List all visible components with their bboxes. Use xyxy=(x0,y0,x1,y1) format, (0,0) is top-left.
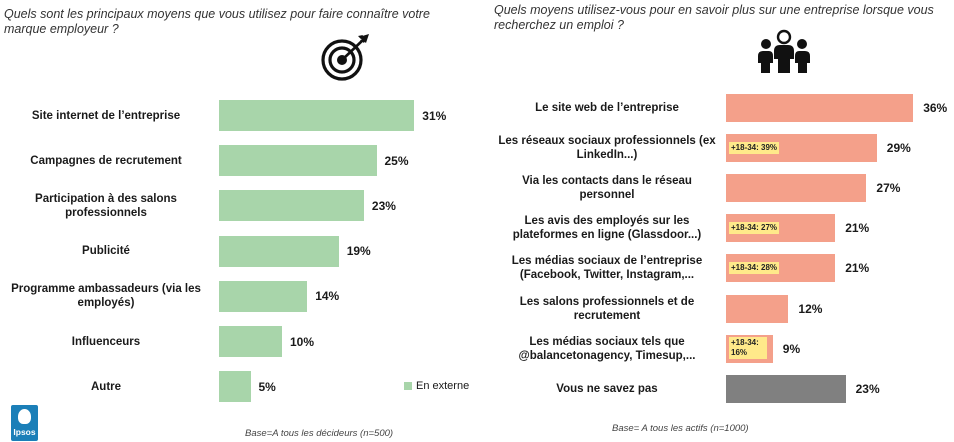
left-question: Quels sont les principaux moyens que vou… xyxy=(4,7,430,36)
category-label: Programme ambassadeurs (via les employés… xyxy=(11,283,201,310)
value-label: 23% xyxy=(371,198,396,213)
value-label: 21% xyxy=(845,261,870,276)
value-label: 27% xyxy=(876,181,901,196)
bar xyxy=(219,371,251,403)
age-highlight-badge: +18-34: 39% xyxy=(729,142,780,155)
bar xyxy=(726,294,789,323)
category-label: Le site web de l’entreprise xyxy=(535,102,679,114)
value-label: 36% xyxy=(923,101,948,115)
value-label: 14% xyxy=(315,289,340,304)
legend-swatch xyxy=(404,382,412,390)
category-label: Campagnes de recrutement xyxy=(30,154,182,167)
category-label: Les avis des employés sur les plateforme… xyxy=(512,215,702,242)
category-label: Les réseaux sociaux professionnels (ex L… xyxy=(498,135,716,162)
category-label: Participation à des salons professionnel… xyxy=(35,192,177,219)
category-label: Autre xyxy=(90,380,122,393)
category-label: Publicité xyxy=(82,245,130,258)
right-question: Quels moyens utilisez-vous pour en savoi… xyxy=(494,3,934,32)
value-label: 5% xyxy=(258,379,276,394)
value-label: 12% xyxy=(798,301,823,316)
value-label: 9% xyxy=(782,341,801,356)
value-label: 31% xyxy=(422,108,447,123)
group-people-icon xyxy=(758,29,810,73)
category-label: Influenceurs xyxy=(71,335,141,348)
category-label: Site internet de l’entreprise xyxy=(31,109,181,122)
category-label: Les médias sociaux de l’entreprise (Face… xyxy=(511,255,703,282)
value-label: 25% xyxy=(384,153,409,168)
bar xyxy=(219,326,282,357)
ipsos-logo: Ipsos xyxy=(11,405,38,441)
value-label: 19% xyxy=(346,244,371,259)
bar xyxy=(219,235,339,267)
value-label: 23% xyxy=(855,381,880,396)
bar xyxy=(219,145,377,177)
bar xyxy=(726,374,846,403)
category-label: Les salons professionnels et de recrutem… xyxy=(519,295,695,322)
age-highlight-badge: +18-34: 16% xyxy=(729,336,767,359)
category-label: Vous ne savez pas xyxy=(556,382,658,395)
age-highlight-badge: +18-34: 28% xyxy=(729,262,780,275)
legend-label: En externe xyxy=(416,380,470,392)
target-arrow-icon xyxy=(321,34,369,81)
value-label: 10% xyxy=(290,334,315,349)
bar xyxy=(726,94,914,122)
left-base-note: Base=A tous les décideurs (n=500) xyxy=(245,428,394,439)
ipsos-logo-mark xyxy=(18,409,31,424)
bar xyxy=(219,100,415,131)
bar xyxy=(219,280,308,312)
bar xyxy=(726,174,867,203)
category-label: Les médias sociaux tels que @balancetona… xyxy=(518,335,696,362)
value-label: 21% xyxy=(845,221,870,236)
category-label: Via les contacts dans le réseau personne… xyxy=(522,175,692,202)
chart-legend: En externe xyxy=(404,380,469,392)
ipsos-logo-text: Ipsos xyxy=(13,427,36,437)
age-highlight-badge: +18-34: 27% xyxy=(729,222,780,235)
right-base-note: Base= A tous les actifs (n=1000) xyxy=(612,423,749,434)
value-label: 29% xyxy=(886,141,911,156)
bar xyxy=(219,190,364,222)
